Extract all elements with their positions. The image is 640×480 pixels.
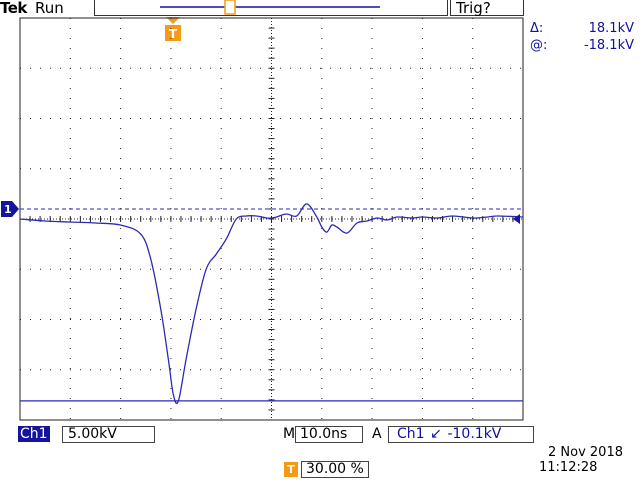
cursor-delta-value: 18.1kV [588,21,634,36]
falling-edge-icon: ↙ [430,426,442,442]
graticule-grid [19,17,524,421]
trigger-level: -10.1kV [447,426,502,442]
record-position-indicator: T [160,0,380,41]
trigger-level-marker [513,214,520,224]
date-display: 2 Nov 2018 [548,445,623,460]
timebase-mode: M [283,426,296,442]
trigger-position-arrow [166,17,180,24]
acquisition-state: Run [35,0,64,17]
ch1-vertical-scale[interactable]: 5.00kV [62,426,155,443]
trigger-status: Trig? [456,0,491,17]
trigger-settings[interactable]: Ch1 ↙ -10.1kV [388,426,534,443]
trigger-status-box [450,0,524,16]
brand-logo: Tek [0,0,27,17]
trigger-position-value[interactable]: 30.00 % [301,461,369,478]
trigger-label: A [372,426,382,442]
channel-1-marker: 1 [1,200,19,217]
trigger-marker-label: T [169,27,178,41]
waveform-display: 1 [1,17,524,421]
timebase-scale[interactable]: 10.0ns [295,426,363,443]
cursor-at-value: -18.1kV [583,38,634,53]
ch1-badge[interactable]: Ch1 [18,426,50,442]
cursor-readout: Δ: 18.1kV @: -18.1kV [530,20,634,54]
time-display: 11:12:28 [539,460,598,475]
cursor-at-label: @: [530,38,548,53]
ch1-waveform-trace [19,203,524,405]
trigger-source: Ch1 [397,426,425,442]
trigger-position-marker [165,25,181,41]
channel-1-marker-shape [1,200,19,217]
cursor-delta-label: Δ: [530,21,544,36]
record-view-bar [94,0,448,16]
record-window-marker [224,0,236,15]
channel-1-marker-label: 1 [4,203,12,216]
trigger-position-icon: T [284,462,298,477]
